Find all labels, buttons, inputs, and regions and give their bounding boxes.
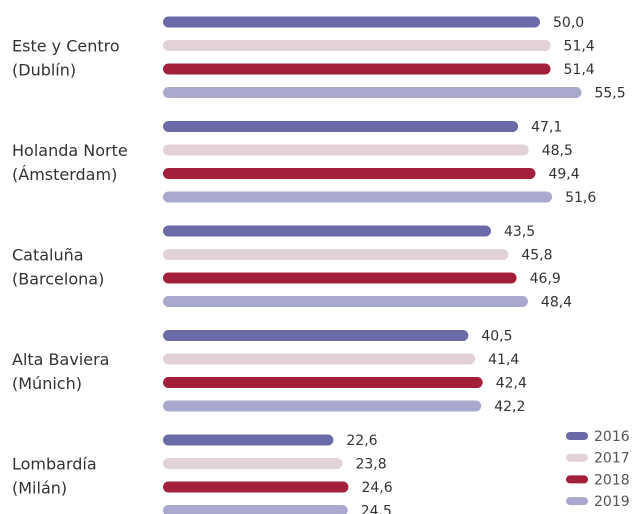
bar	[163, 121, 519, 132]
value-label: 24,6	[361, 480, 392, 496]
value-label: 42,4	[496, 376, 527, 392]
bar	[163, 144, 529, 156]
value-label: 51,4	[564, 39, 595, 55]
legend-swatch	[566, 475, 588, 484]
legend-label: 2017	[594, 451, 630, 467]
bar	[163, 400, 482, 412]
value-label: 48,4	[541, 295, 572, 311]
value-label: 45,8	[521, 248, 552, 264]
legend-swatch	[566, 453, 588, 462]
legend-label: 2018	[594, 472, 630, 488]
bar	[163, 40, 551, 51]
category-label: Cataluña (Barcelona)	[12, 245, 104, 288]
category-label: Holanda Norte (Ámsterdam)	[12, 140, 128, 183]
bar	[163, 168, 536, 179]
value-label: 48,5	[542, 143, 573, 159]
bar	[163, 16, 540, 28]
bar	[163, 330, 469, 341]
value-label: 50,0	[553, 15, 584, 31]
value-label: 43,5	[504, 224, 535, 240]
value-label: 41,4	[488, 352, 519, 368]
bar	[163, 505, 348, 514]
legend-swatch	[566, 432, 588, 440]
value-label: 22,6	[346, 433, 377, 449]
bar	[163, 458, 343, 469]
bar	[163, 296, 528, 307]
bar	[163, 434, 334, 446]
value-label: 42,2	[494, 399, 525, 415]
value-label: 40,5	[481, 329, 512, 345]
bar	[163, 377, 483, 388]
bar	[163, 272, 517, 284]
category-label: Lombardía (Milán)	[12, 454, 97, 497]
value-label: 51,4	[564, 62, 595, 78]
value-label: 51,6	[565, 190, 596, 206]
category-label: Alta Baviera (Múnich)	[12, 349, 109, 392]
value-label: 47,1	[531, 120, 562, 136]
value-label: 55,5	[594, 86, 625, 102]
category-label: Este y Centro (Dublín)	[12, 36, 120, 79]
value-label: 23,8	[355, 457, 386, 473]
bar	[163, 87, 582, 98]
value-label: 46,9	[530, 271, 561, 287]
bar	[163, 481, 349, 493]
value-label: 49,4	[548, 167, 579, 183]
bar	[163, 249, 509, 260]
legend-label: 2019	[594, 494, 630, 510]
bar	[163, 191, 553, 203]
bar	[163, 63, 551, 75]
bar	[163, 225, 491, 237]
bar	[163, 353, 476, 365]
legend-swatch	[566, 497, 588, 506]
legend-label: 2016	[594, 429, 630, 445]
value-label: 24,5	[361, 504, 392, 514]
